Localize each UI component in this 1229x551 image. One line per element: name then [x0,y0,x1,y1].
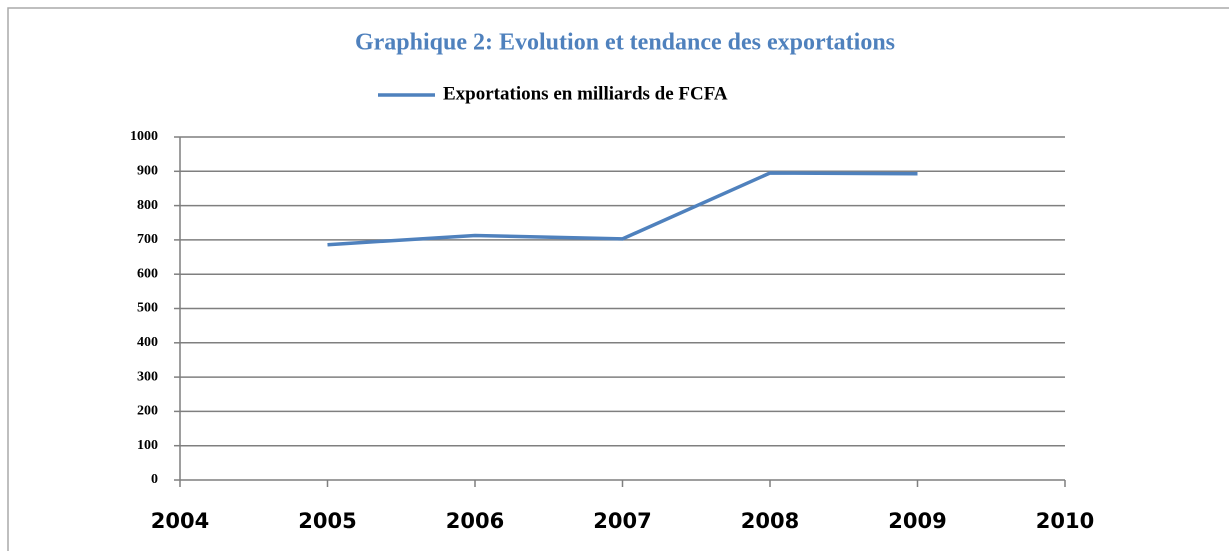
x-tick-label: 2006 [446,509,504,533]
series-line [327,171,918,247]
y-tick-label: 1000 [130,129,158,144]
chart-frame [7,7,1229,551]
y-tick-label: 500 [137,301,158,316]
y-tick-label: 900 [137,164,158,179]
x-tick-label: 2010 [1036,509,1094,533]
y-tick-label: 200 [137,404,158,419]
x-tick-label: 2005 [298,509,356,533]
x-tick-label: 2008 [741,509,799,533]
y-tick-label: 0 [151,472,158,487]
y-tick-label: 300 [137,369,158,384]
chart-title: Graphique 2: Evolution et tendance des e… [355,30,895,56]
y-tick-label: 600 [137,266,158,281]
y-tick-label: 100 [137,438,158,453]
y-tick-label: 700 [137,232,158,247]
y-tick-label: 800 [137,198,158,213]
legend-label: Exportations en milliards de FCFA [443,83,728,104]
x-tick-label: 2004 [151,509,209,533]
x-tick-label: 2007 [593,509,651,533]
x-tick-label: 2009 [888,509,946,533]
y-tick-label: 400 [137,335,158,350]
